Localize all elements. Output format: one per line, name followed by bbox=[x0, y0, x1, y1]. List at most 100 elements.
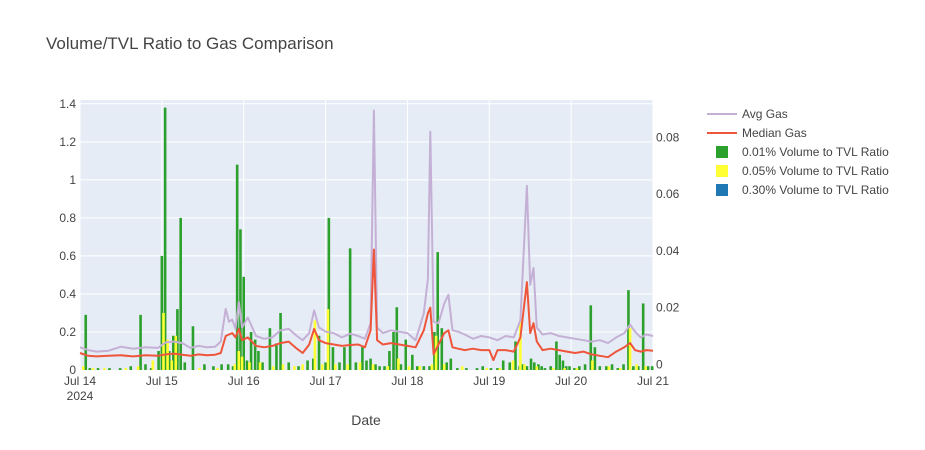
bar-mark bbox=[383, 366, 386, 370]
bar-mark bbox=[311, 358, 315, 370]
bar-mark bbox=[183, 362, 187, 370]
bar-mark bbox=[397, 358, 400, 370]
bar-mark bbox=[449, 358, 453, 370]
bar-mark bbox=[324, 362, 327, 370]
bar-mark bbox=[157, 350, 160, 370]
bar-mark bbox=[226, 364, 230, 370]
bar-mark bbox=[644, 366, 647, 370]
bar-mark bbox=[327, 217, 331, 370]
y-tick-label: 0.8 bbox=[59, 211, 76, 225]
bar-mark bbox=[81, 366, 85, 370]
bar-mark bbox=[103, 368, 106, 370]
legend-item[interactable]: Median Gas bbox=[707, 126, 807, 140]
bar-mark bbox=[605, 366, 608, 370]
y-tick-label: 0.4 bbox=[59, 287, 76, 301]
bar-mark bbox=[465, 368, 468, 370]
bar-mark bbox=[558, 354, 561, 370]
bar-mark bbox=[160, 255, 164, 370]
bar-mark bbox=[388, 350, 391, 370]
y-tick-label: 0 bbox=[69, 363, 76, 377]
y2-tick-label: 0.06 bbox=[656, 187, 680, 201]
legend-swatch bbox=[716, 165, 728, 177]
legend-item[interactable]: Avg Gas bbox=[707, 107, 788, 121]
bar-mark bbox=[249, 331, 253, 370]
bar-mark bbox=[564, 366, 568, 370]
legend[interactable]: Avg Gas Median Gas 0.01% Volume to TVL Rat… bbox=[707, 107, 889, 197]
bar-mark bbox=[568, 366, 571, 370]
bar-mark bbox=[88, 368, 92, 370]
legend-label: 0.01% Volume to TVL Ratio bbox=[742, 145, 889, 159]
bar-mark bbox=[498, 368, 502, 370]
bar-mark bbox=[399, 364, 403, 370]
bar-mark bbox=[501, 360, 505, 370]
legend-item[interactable]: 0.30% Volume to TVL Ratio bbox=[716, 183, 889, 197]
bar-mark bbox=[371, 364, 375, 370]
legend-item[interactable]: 0.01% Volume to TVL Ratio bbox=[716, 145, 889, 159]
bar-mark bbox=[231, 366, 235, 370]
bar-mark bbox=[212, 366, 215, 370]
bar-mark bbox=[220, 364, 223, 370]
bar-mark bbox=[535, 366, 539, 370]
bar-mark bbox=[593, 347, 597, 370]
bar-mark bbox=[475, 368, 479, 370]
bar-mark bbox=[144, 364, 147, 370]
bar-mark bbox=[418, 366, 422, 370]
bar-mark bbox=[261, 362, 264, 370]
bar-mark bbox=[636, 366, 640, 370]
y-tick-label: 1.4 bbox=[59, 97, 76, 111]
bar-mark bbox=[248, 362, 251, 370]
bar-mark bbox=[622, 364, 625, 370]
bar-mark bbox=[313, 320, 317, 370]
bar-mark bbox=[338, 362, 341, 370]
bar-mark bbox=[607, 366, 611, 370]
bar-mark bbox=[650, 366, 654, 370]
bar-mark bbox=[334, 364, 337, 370]
bar-mark bbox=[616, 368, 620, 370]
bar-mark bbox=[436, 252, 440, 370]
bar-mark bbox=[348, 248, 352, 370]
bar-mark bbox=[395, 307, 399, 370]
bar-mark bbox=[627, 290, 630, 370]
bar-mark bbox=[240, 356, 244, 370]
x-tick-label: Jul 17 bbox=[310, 374, 342, 388]
bar-mark bbox=[428, 366, 431, 370]
y-tick-label: 1 bbox=[69, 173, 76, 187]
bar-mark bbox=[442, 364, 446, 370]
bar-mark bbox=[523, 364, 526, 370]
x-tick-label: Jul 20 bbox=[555, 374, 587, 388]
bar-mark bbox=[301, 364, 304, 370]
bar-mark bbox=[628, 328, 632, 370]
bar-mark bbox=[253, 339, 257, 370]
line-series bbox=[79, 248, 654, 362]
bar-mark bbox=[525, 366, 529, 370]
bar-mark bbox=[233, 364, 237, 370]
bar-mark bbox=[343, 347, 346, 370]
bar-mark bbox=[365, 360, 368, 370]
bar-mark bbox=[176, 309, 179, 370]
bar-mark bbox=[124, 368, 128, 370]
legend-swatch bbox=[716, 146, 728, 158]
bar-mark bbox=[297, 366, 300, 370]
y-tick-label: 0.6 bbox=[59, 249, 76, 263]
bar-mark bbox=[508, 362, 512, 370]
bar-mark bbox=[460, 366, 464, 370]
bar-mark bbox=[543, 368, 547, 370]
y2-tick-label: 0.04 bbox=[656, 244, 680, 258]
chart-title: Volume/TVL Ratio to Gas Comparison bbox=[46, 34, 334, 53]
bar-mark bbox=[118, 368, 122, 370]
bars bbox=[81, 107, 654, 370]
bar-mark bbox=[279, 312, 282, 370]
bar-mark bbox=[496, 368, 499, 370]
legend-item[interactable]: 0.05% Volume to TVL Ratio bbox=[716, 164, 889, 178]
bar-mark bbox=[485, 368, 489, 370]
bar-mark bbox=[632, 366, 635, 370]
bar-mark bbox=[358, 362, 362, 370]
bar-mark bbox=[598, 366, 602, 370]
bar-mark bbox=[271, 366, 275, 370]
bar-mark bbox=[235, 164, 239, 370]
y2-tick-label: 0.08 bbox=[656, 130, 680, 144]
bar-mark bbox=[578, 366, 581, 370]
bar-mark bbox=[519, 320, 522, 370]
plot-background bbox=[80, 100, 653, 370]
